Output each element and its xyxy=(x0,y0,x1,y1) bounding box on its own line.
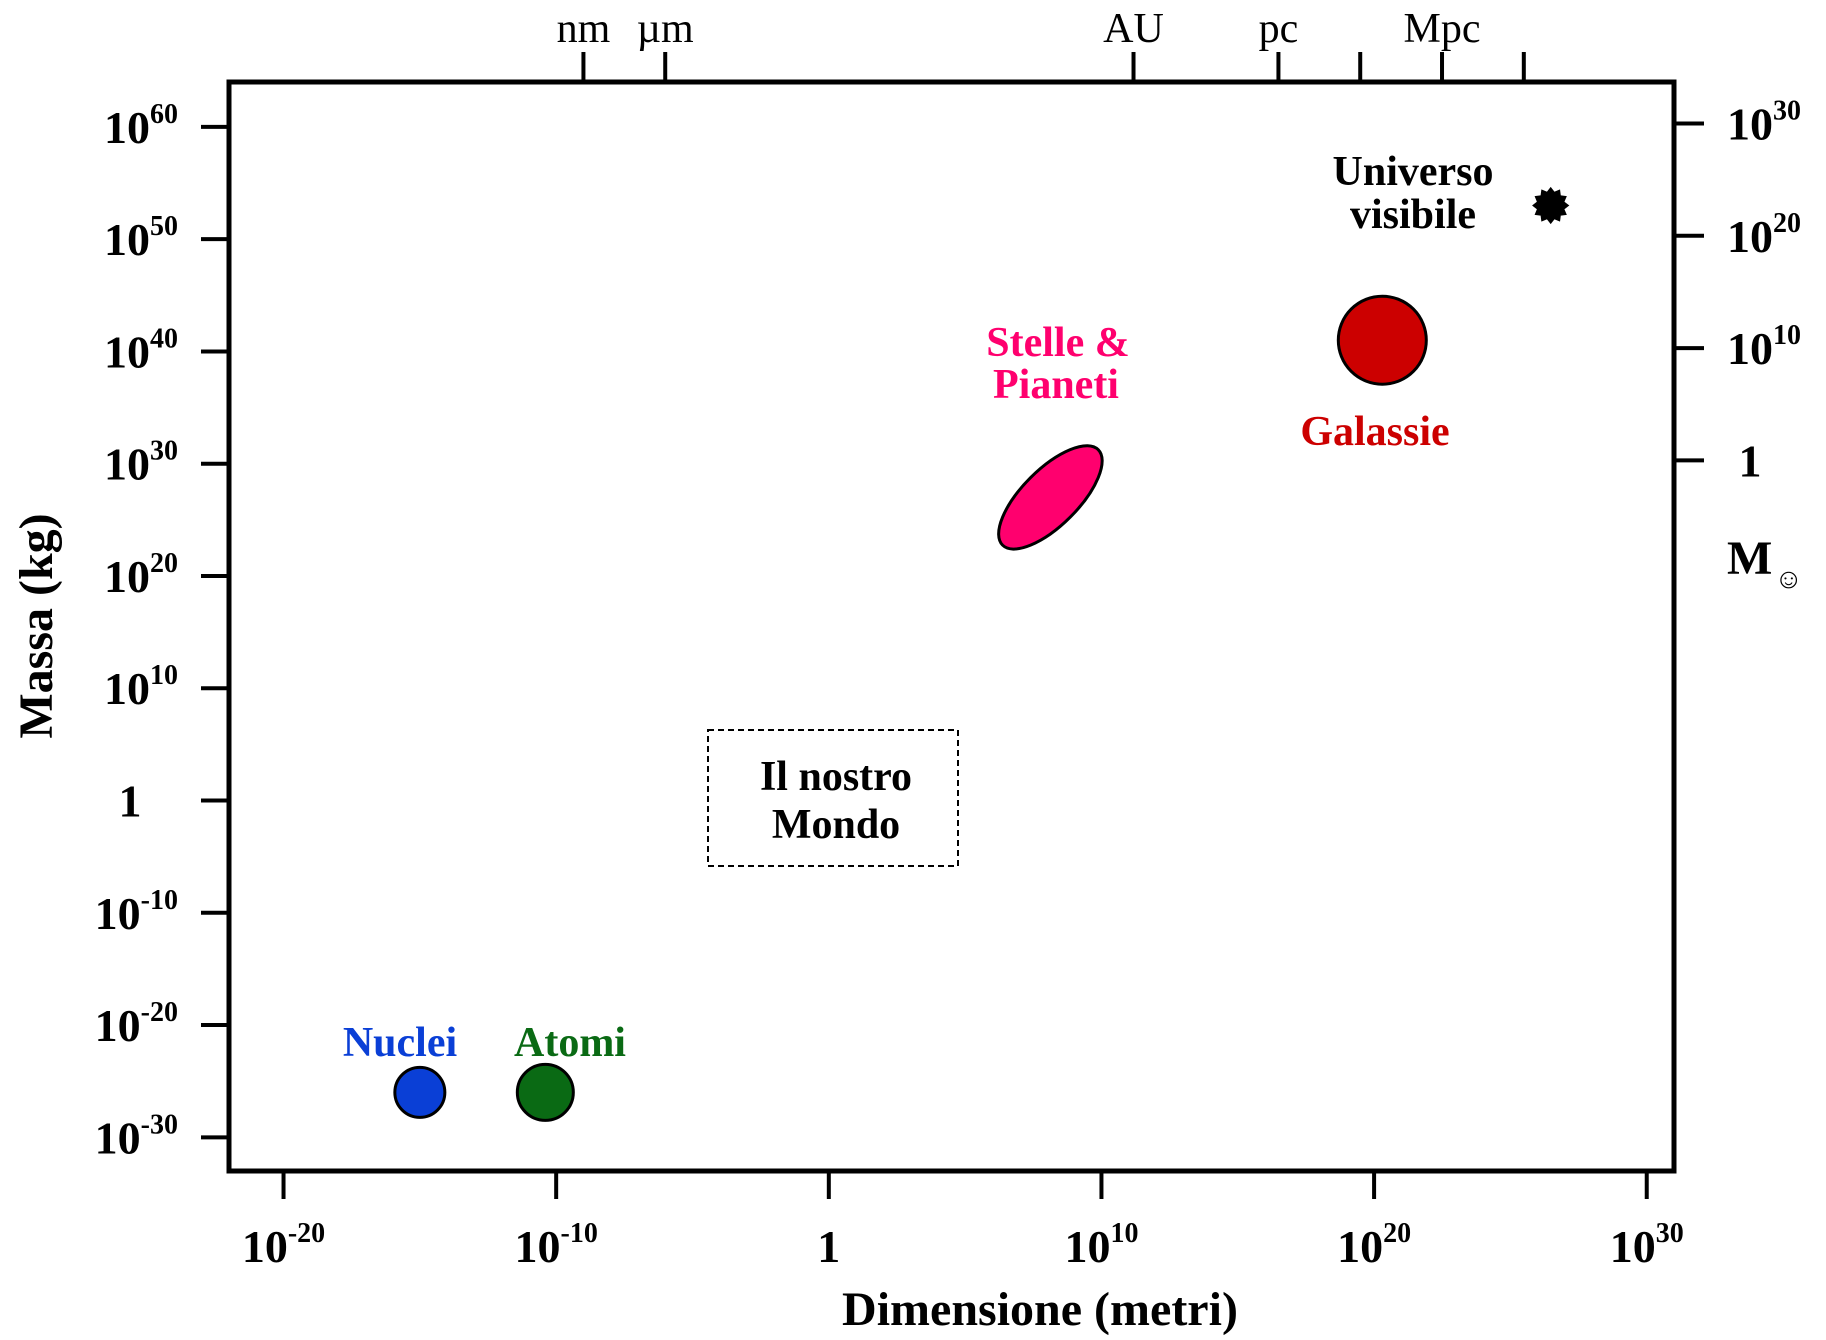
x-tick-label: 1030 xyxy=(1610,1218,1684,1272)
y-tick-label: 10-10 xyxy=(95,885,178,939)
y-tick-label: 1040 xyxy=(104,323,178,377)
ticks-layer: 10-20 10-10 1 1010 1020 1030 10-30 10-20 10-10 1 1… xyxy=(95,6,1801,1272)
label-mondo-line2: Mondo xyxy=(772,802,900,848)
right-tick-label: 1010 xyxy=(1727,320,1801,374)
y-tick-label: 1060 xyxy=(104,99,178,153)
mondo-box xyxy=(707,729,959,867)
right-tick-label: 1020 xyxy=(1727,208,1801,262)
y-tick-label: 1 xyxy=(119,776,142,827)
plot-frame xyxy=(226,79,1677,1174)
x-axis-title: Dimensione (metri) xyxy=(842,1283,1238,1336)
point-atomi xyxy=(515,1062,575,1122)
label-universo-line1: Universo xyxy=(1333,149,1494,195)
top-tick-label: AU xyxy=(1103,6,1164,52)
y-tick-label: 1020 xyxy=(104,548,178,602)
x-tick-label: 1 xyxy=(817,1221,840,1272)
y-tick-label: 1010 xyxy=(104,660,178,714)
y-tick-label: 1050 xyxy=(104,211,178,265)
point-galassie xyxy=(1336,294,1428,386)
label-atomi: Atomi xyxy=(514,1020,626,1066)
top-tick-label: pc xyxy=(1259,6,1299,52)
top-tick-label: Mpc xyxy=(1404,6,1481,52)
label-universo-line2: visibile xyxy=(1350,192,1476,238)
x-tick-label: 1020 xyxy=(1337,1218,1411,1272)
y-tick-label: 1030 xyxy=(104,436,178,490)
y-tick-label: 10-30 xyxy=(95,1109,178,1163)
x-tick-label: 1010 xyxy=(1064,1218,1138,1272)
region-stelle-pianeti xyxy=(997,444,1104,551)
marks-layer xyxy=(393,186,1570,1122)
right-tick-label: 1 xyxy=(1739,435,1762,486)
top-tick-label: nm xyxy=(557,6,611,52)
y-tick-label: 10-20 xyxy=(95,997,178,1051)
right-tick-label: 1030 xyxy=(1727,96,1801,150)
x-tick-label: 10-20 xyxy=(242,1218,325,1272)
label-nuclei: Nuclei xyxy=(343,1020,458,1066)
right-axis-unit: M☺ xyxy=(1727,532,1803,595)
label-galassie: Galassie xyxy=(1300,409,1449,455)
right-axis-unit-letter: M xyxy=(1727,532,1772,585)
point-nuclei xyxy=(393,1065,447,1119)
point-universo-visibile xyxy=(1532,186,1570,225)
label-mondo-line1: Il nostro xyxy=(760,754,912,800)
label-stelle-line1: Stelle & xyxy=(986,320,1129,366)
y-axis-title: Massa (kg) xyxy=(10,513,63,738)
label-stelle-line2: Pianeti xyxy=(993,362,1119,408)
x-tick-label: 10-10 xyxy=(515,1218,598,1272)
sun-symbol: ☺ xyxy=(1774,564,1803,595)
top-tick-label: µm xyxy=(637,6,694,52)
